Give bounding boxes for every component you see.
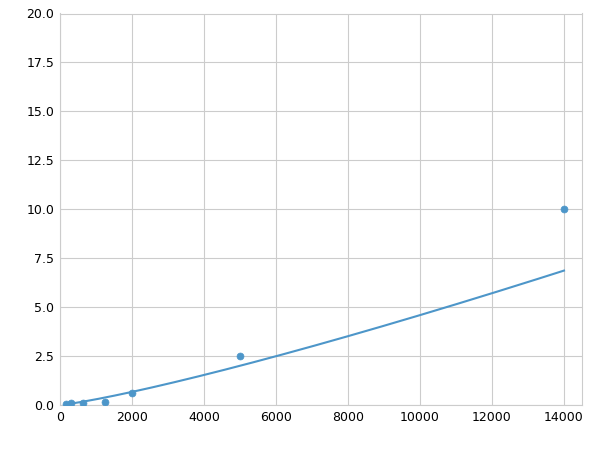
Point [61,400,70,408]
Point [67,400,76,407]
Point [235,352,245,360]
Point [100,398,110,405]
Point [127,390,137,397]
Point [78,399,88,406]
Point [559,206,569,213]
